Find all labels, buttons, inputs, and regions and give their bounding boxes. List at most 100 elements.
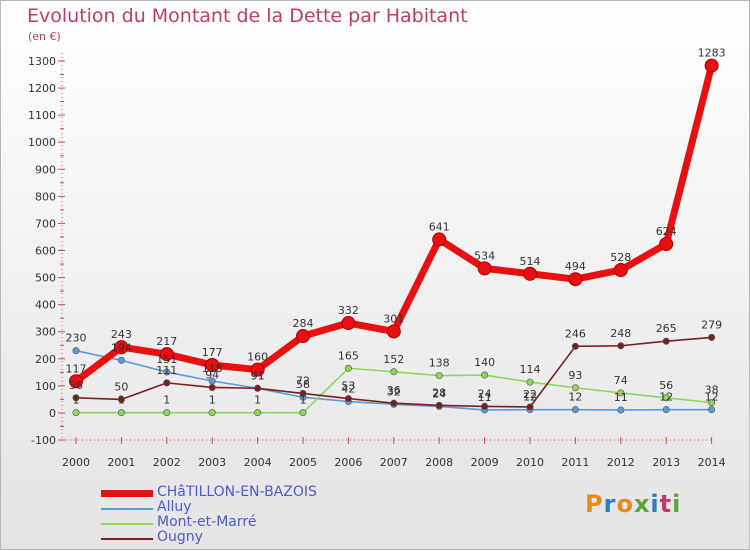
data-point xyxy=(117,395,125,403)
data-point xyxy=(344,395,352,403)
data-point xyxy=(254,409,262,417)
data-point xyxy=(163,379,171,387)
y-tick-label: 800 xyxy=(35,190,56,203)
data-point xyxy=(481,371,489,379)
unit-label: (en €) xyxy=(28,30,61,43)
data-label: 24 xyxy=(478,387,492,400)
data-label: 12 xyxy=(568,391,582,404)
data-point xyxy=(477,261,492,276)
data-label: 94 xyxy=(205,368,219,381)
data-label: 243 xyxy=(111,328,132,341)
x-tick-label: 2005 xyxy=(289,456,317,469)
data-point xyxy=(163,368,171,376)
y-tick-label: -100 xyxy=(31,434,56,447)
data-label: 534 xyxy=(474,249,495,262)
proxiti-logo: Proxiti xyxy=(585,490,681,518)
data-point xyxy=(117,356,125,364)
data-point xyxy=(704,58,719,73)
data-label: 1 xyxy=(73,394,80,407)
data-label: 24 xyxy=(432,387,446,400)
data-label: 117 xyxy=(66,362,87,375)
x-tick-label: 2011 xyxy=(561,456,589,469)
data-point xyxy=(435,401,443,409)
data-point xyxy=(254,384,262,392)
y-tick-label: 500 xyxy=(35,272,56,285)
data-label: 12 xyxy=(705,391,719,404)
y-tick-label: 900 xyxy=(35,163,56,176)
data-point xyxy=(250,362,265,377)
data-label: 230 xyxy=(66,332,87,345)
data-point xyxy=(523,266,537,281)
data-point xyxy=(390,399,398,407)
data-point xyxy=(299,409,307,417)
data-label: 265 xyxy=(656,322,677,335)
data-point xyxy=(526,378,534,386)
data-point xyxy=(708,333,716,341)
data-label: 50 xyxy=(114,380,128,393)
data-point xyxy=(708,399,716,407)
y-tick-label: 1200 xyxy=(28,82,56,95)
data-label: 1283 xyxy=(698,47,726,60)
x-tick-label: 2002 xyxy=(153,456,181,469)
data-label: 138 xyxy=(429,357,450,370)
y-tick-label: 100 xyxy=(35,380,56,393)
x-tick-label: 2004 xyxy=(244,456,272,469)
data-label: 194 xyxy=(111,341,132,354)
data-label: 246 xyxy=(565,327,586,340)
data-label: 177 xyxy=(202,346,223,359)
data-label: 28 xyxy=(432,386,446,399)
data-point xyxy=(386,324,401,339)
data-point xyxy=(481,402,489,410)
data-label: 494 xyxy=(565,260,586,273)
data-point xyxy=(344,364,352,372)
legend-label: Mont-et-Marré xyxy=(157,514,257,530)
logo-letter: i xyxy=(650,490,660,518)
x-tick-label: 2008 xyxy=(425,456,453,469)
data-label: 1 xyxy=(163,394,170,407)
legend-label: Alluy xyxy=(157,499,192,515)
x-tick-label: 2010 xyxy=(516,456,544,469)
data-point xyxy=(208,383,216,391)
data-label: 56 xyxy=(659,379,673,392)
data-label: 528 xyxy=(610,251,631,264)
data-point xyxy=(72,394,80,402)
data-label: 36 xyxy=(387,384,401,397)
data-point xyxy=(299,389,307,397)
data-point xyxy=(72,409,80,417)
data-label: 248 xyxy=(610,327,631,340)
data-point xyxy=(341,316,356,331)
data-point xyxy=(435,372,443,380)
y-tick-label: 200 xyxy=(35,353,56,366)
data-point xyxy=(117,409,125,417)
data-label: 301 xyxy=(383,312,404,325)
data-point xyxy=(72,347,80,355)
data-label: 641 xyxy=(429,220,450,233)
data-label: 332 xyxy=(338,304,359,317)
data-point xyxy=(659,237,674,252)
legend-swatch xyxy=(101,490,153,497)
data-point xyxy=(390,368,398,376)
legend-label: Ougny xyxy=(157,529,203,545)
data-point xyxy=(163,409,171,417)
legend-swatch xyxy=(101,523,153,525)
data-point xyxy=(571,406,579,414)
data-label: 279 xyxy=(701,318,722,331)
data-point xyxy=(571,384,579,392)
logo-letter: i xyxy=(672,490,682,518)
y-tick-label: 0 xyxy=(49,407,56,420)
data-label: 11 xyxy=(614,391,628,404)
data-point xyxy=(159,347,174,362)
x-tick-label: 2001 xyxy=(107,456,135,469)
data-label: 160 xyxy=(247,351,268,364)
y-tick-label: 700 xyxy=(35,217,56,230)
data-label: 118 xyxy=(202,362,223,375)
y-tick-label: 400 xyxy=(35,299,56,312)
data-label: 1 xyxy=(300,394,307,407)
data-point xyxy=(708,406,716,414)
data-point xyxy=(662,394,670,402)
x-tick-label: 2003 xyxy=(198,456,226,469)
data-label: 38 xyxy=(705,384,719,397)
data-label: 22 xyxy=(523,388,537,401)
data-label: 514 xyxy=(520,255,541,268)
